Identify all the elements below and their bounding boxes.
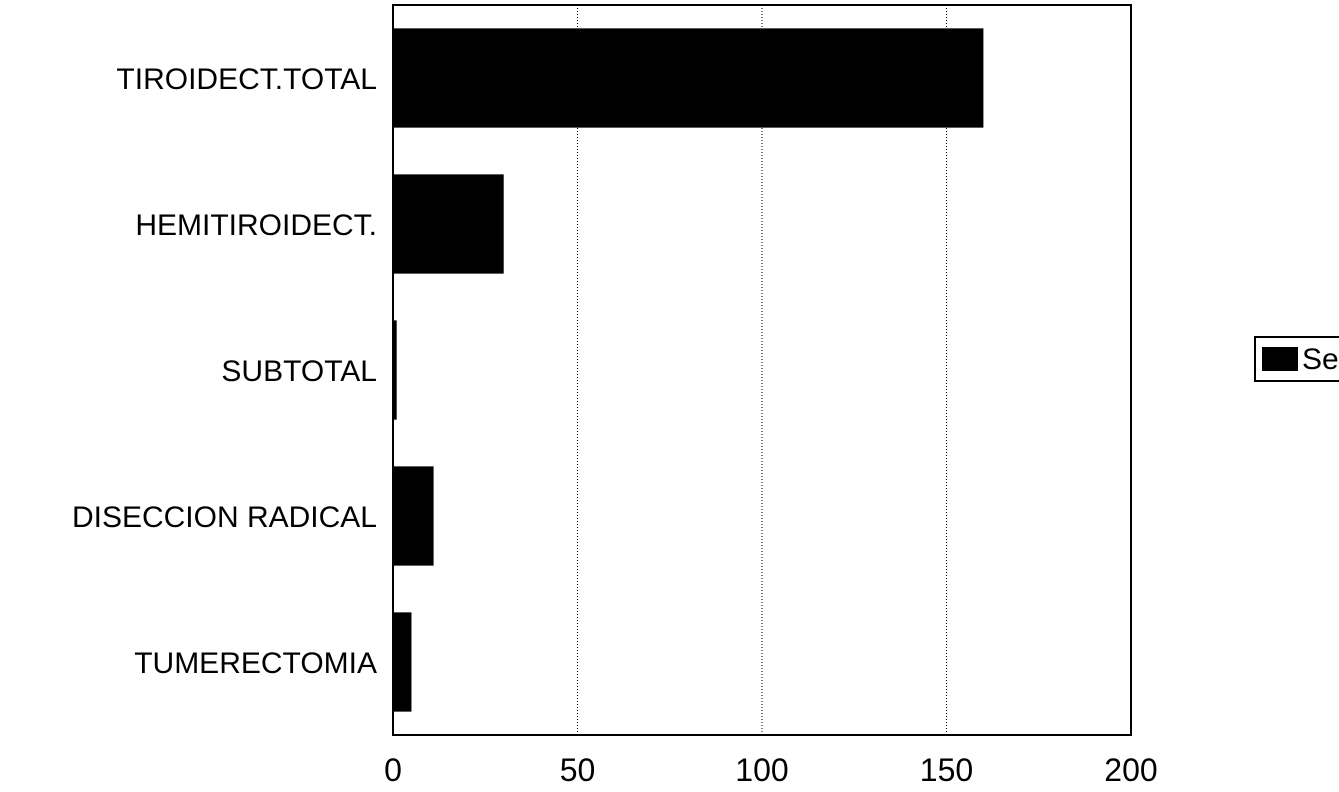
bar xyxy=(393,174,504,274)
x-tick-label: 50 xyxy=(560,752,596,787)
x-tick-label: 0 xyxy=(384,752,402,787)
bars xyxy=(393,28,984,712)
bar xyxy=(393,466,434,566)
category-labels: TIROIDECT.TOTAL HEMITIROIDECT. SUBTOTAL DIS… xyxy=(72,63,377,680)
category-label: TUMERECTOMIA xyxy=(134,647,377,680)
legend-swatch xyxy=(1262,347,1298,371)
x-tick-label: 200 xyxy=(1104,752,1157,787)
x-tick-labels: 0 50 100 150 200 xyxy=(384,752,1158,788)
bar xyxy=(393,28,984,128)
legend-label-series-1: Series 1 xyxy=(1302,343,1339,376)
bar xyxy=(393,320,397,420)
category-label: SUBTOTAL xyxy=(221,355,377,388)
category-label: DISECCION RADICAL xyxy=(72,501,377,534)
x-tick-label: 150 xyxy=(920,752,973,787)
plot-frame xyxy=(392,4,1132,736)
category-label: TIROIDECT.TOTAL xyxy=(116,63,377,96)
bar xyxy=(393,612,412,712)
category-label: HEMITIROIDECT. xyxy=(135,209,377,242)
x-tick-label: 100 xyxy=(735,752,788,787)
legend: Series 1 xyxy=(1254,336,1339,382)
